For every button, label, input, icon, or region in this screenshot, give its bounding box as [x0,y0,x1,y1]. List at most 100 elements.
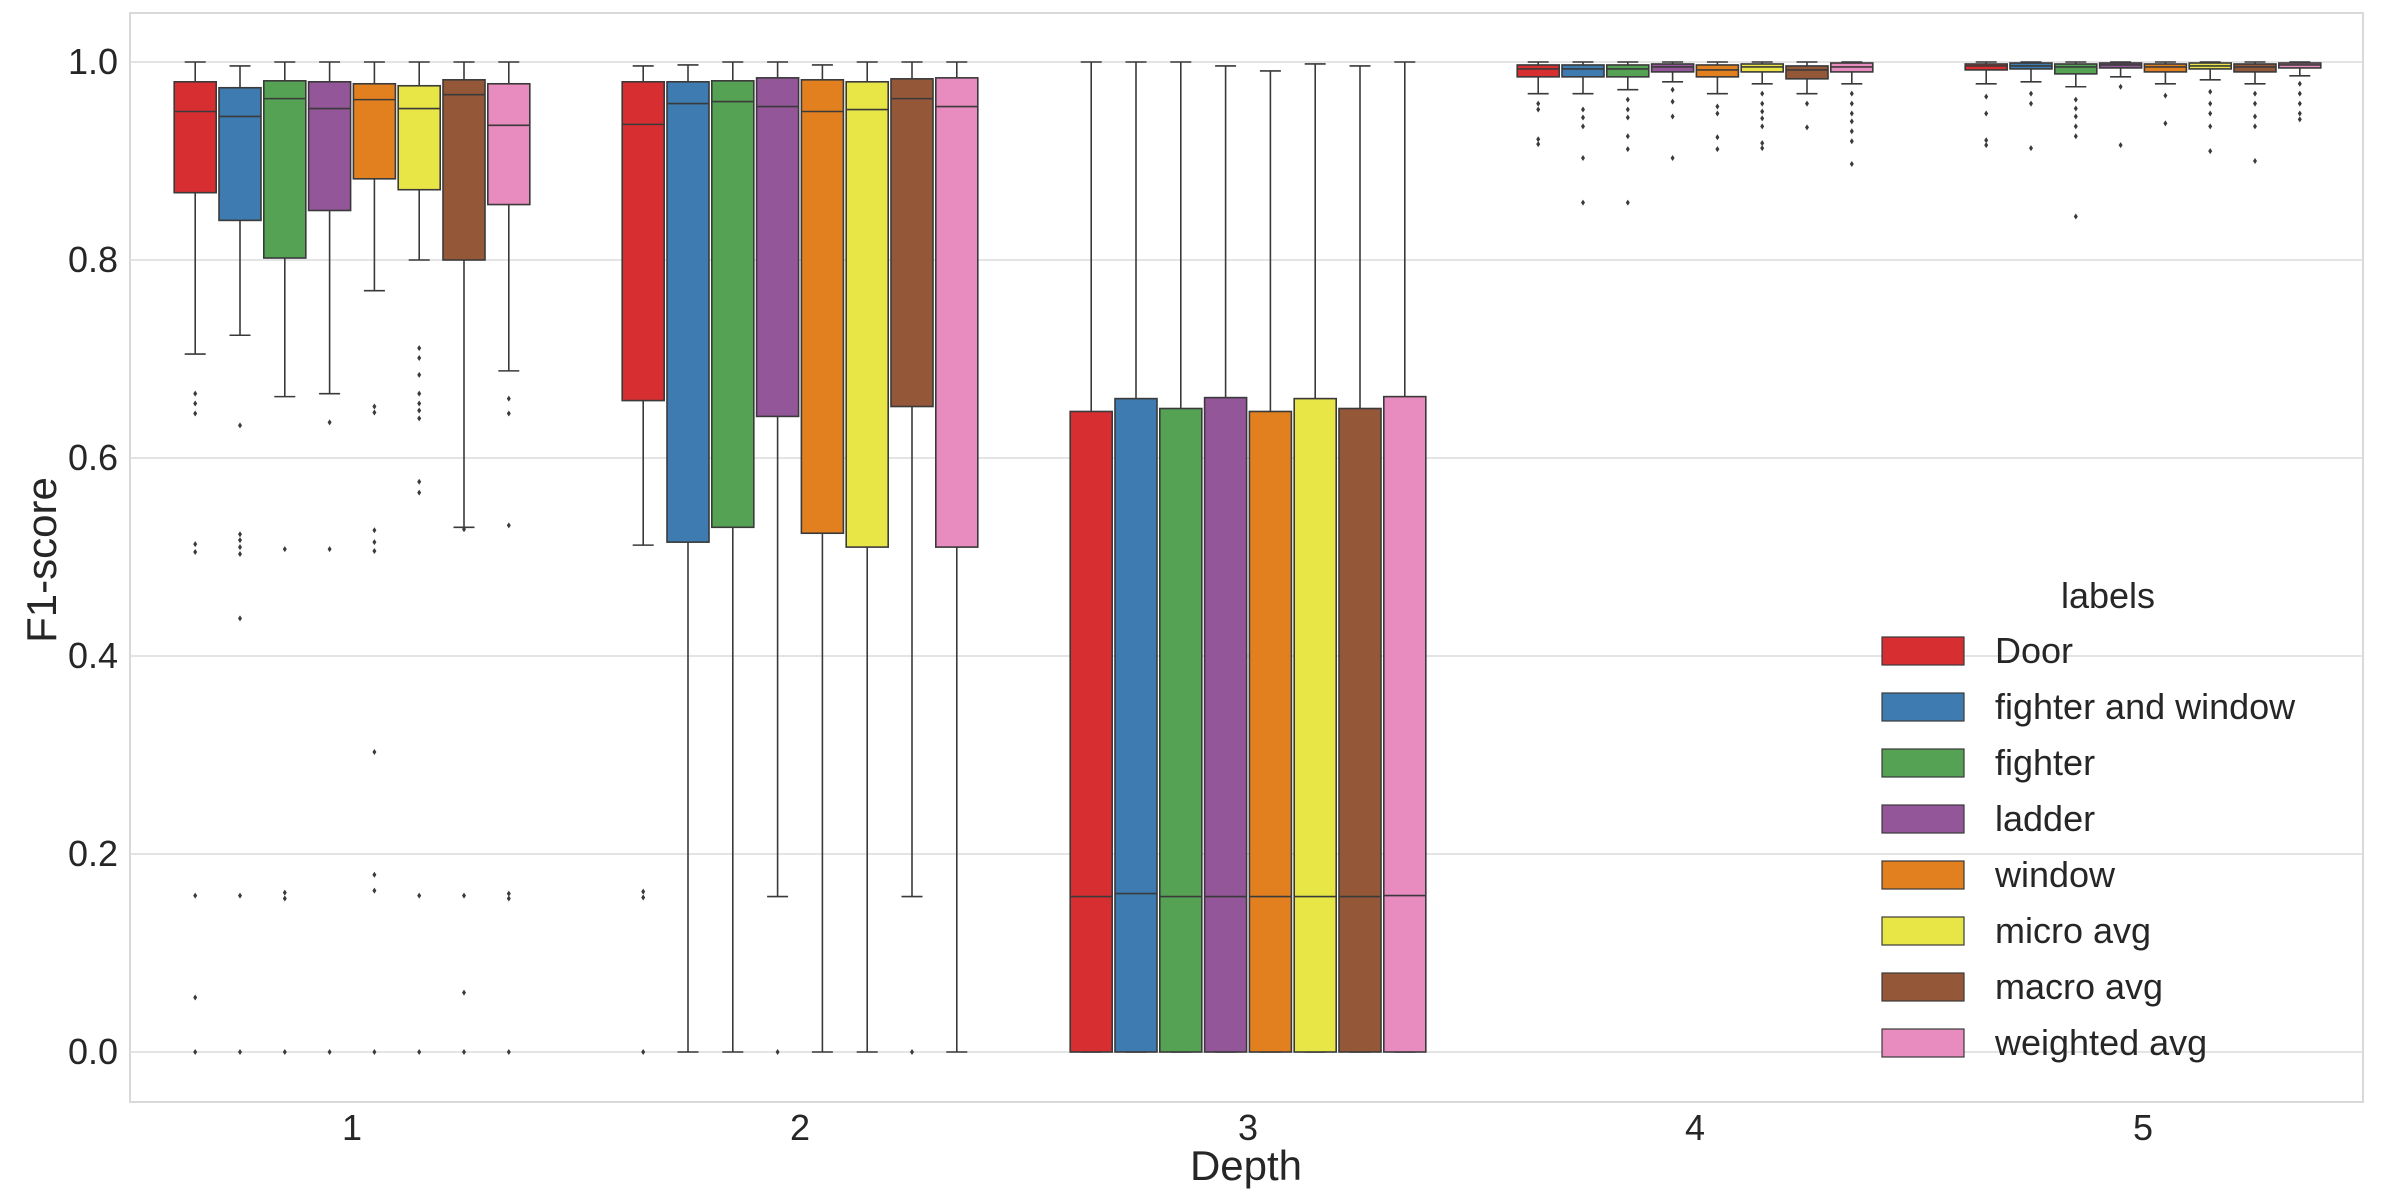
outlier-point [2297,90,2302,97]
x-axis-title: Depth [1190,1142,1302,1189]
outlier-point [2208,88,2213,95]
outlier-point [1625,114,1630,121]
box [1516,61,1560,148]
outlier-point [641,1049,646,1055]
box-body [486,82,531,206]
outlier-point [1760,123,1765,130]
y-tick-label: 0.0 [68,1031,118,1072]
outlier-point [2073,213,2078,220]
box [397,61,442,1055]
box-body [2143,63,2188,73]
outlier-point [417,478,422,485]
outlier-point [1670,155,1675,162]
box-body [1383,395,1427,1053]
outlier-point [193,400,198,407]
legend-item: Door [1881,630,2073,671]
outlier-point [1581,123,1585,130]
outlier-point [417,892,422,899]
legend-label: Door [1995,630,2073,671]
outlier-point [417,1049,422,1055]
y-tick-label: 0.6 [68,437,118,478]
outlier-point [1536,141,1541,148]
outlier-point [462,1049,466,1055]
box [1383,61,1427,1053]
box [755,61,800,1055]
legend-title: labels [2061,575,2155,616]
box-body [1785,65,1829,80]
outlier-point [2208,100,2213,107]
outlier-point [1670,98,1675,105]
box [800,64,845,1053]
outlier-point [1849,100,1854,107]
outlier-point [2253,158,2257,164]
legend-swatch [1881,860,1965,890]
outlier-point [1984,93,1989,100]
outlier-point [193,541,198,548]
outlier-point [282,546,287,553]
legend-item: weighted avg [1881,1022,2207,1063]
outlier-point [1536,106,1541,113]
series-door [173,61,2008,1055]
box-body [1338,407,1382,1053]
outlier-point [462,892,466,899]
box-body [1114,397,1158,1053]
series-ladder [307,61,2143,1055]
box [2233,61,2277,164]
box [1740,61,1784,152]
box-body [1606,64,1650,78]
box-body [890,78,934,408]
legend-swatch [1881,804,1965,834]
outlier-point [1625,96,1630,103]
outlier-point [193,390,198,397]
outlier-point [372,871,377,878]
y-tick-label: 0.4 [68,635,118,676]
box [2188,61,2232,155]
box-body [2054,63,2098,75]
outlier-point [1715,103,1720,110]
y-tick-label: 0.2 [68,833,118,874]
box-body [1203,396,1248,1053]
outlier-point [417,415,422,422]
box [1695,61,1740,153]
outlier-point [1760,145,1765,152]
outlier-point [2073,123,2078,130]
box [2054,61,2098,220]
outlier-point [1715,110,1720,117]
outlier-point [506,522,511,529]
outlier-point [1849,118,1854,125]
box [890,61,934,1055]
outlier-point [1984,110,1989,117]
box-body [262,80,307,259]
outlier-point [238,531,242,538]
outlier-point [282,895,287,902]
outlier-point [372,1049,377,1055]
legend-label: fighter and window [1995,686,2296,727]
outlier-point [2029,145,2033,152]
box [486,61,531,1055]
legend-item: micro avg [1881,910,2151,951]
y-tick-labels: 0.0 0.2 0.4 0.6 0.8 1.0 [68,41,118,1072]
outlier-point [238,537,242,544]
box [352,61,397,1055]
legend-label: ladder [1995,798,2095,839]
outlier-point [1581,199,1585,206]
outlier-point [238,615,242,622]
box [218,65,262,1055]
outlier-point [417,371,422,378]
outlier-point [372,548,377,555]
outlier-point [193,410,198,417]
legend-swatch [1881,972,1965,1002]
box [1248,70,1293,1053]
legend-item: fighter and window [1881,686,2296,727]
outlier-point [238,544,242,551]
box-body [2233,63,2277,73]
outlier-point [1849,110,1854,117]
box-body [1561,64,1605,78]
box-body [218,86,262,222]
box-body [845,81,890,548]
x-tick-label: 2 [790,1107,810,1148]
box [1964,61,2008,149]
box-body [934,77,979,548]
box-body [173,81,217,194]
